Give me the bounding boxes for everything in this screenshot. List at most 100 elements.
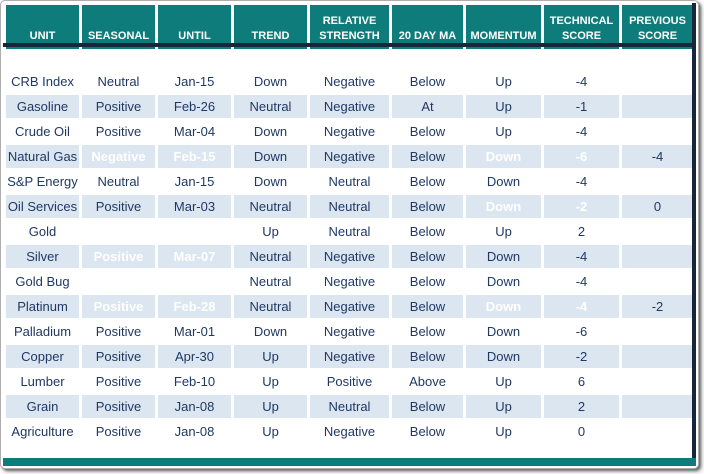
cell-ma-20day: Below xyxy=(392,420,463,443)
column-header-20-day-ma: 20 DAY MA xyxy=(392,5,463,49)
cell-previous-score xyxy=(622,70,693,93)
table-row: Copper Positive Apr-30 Up Negative Below Dow… xyxy=(6,345,693,368)
cell-trend: Neutral xyxy=(234,245,307,268)
cell-momentum: Up xyxy=(466,120,541,143)
cell-previous-score xyxy=(622,320,693,343)
cell-until: Feb-10 xyxy=(158,370,231,393)
cell-until: Feb-26 xyxy=(158,95,231,118)
cell-momentum: Up xyxy=(466,370,541,393)
cell-relative-strength: Negative xyxy=(310,420,389,443)
cell-trend: Up xyxy=(234,345,307,368)
cell-unit: Copper xyxy=(6,345,79,368)
cell-ma-20day: Below xyxy=(392,395,463,418)
cell-seasonal: Positive xyxy=(82,195,155,218)
cell-momentum: Down xyxy=(466,320,541,343)
cell-ma-20day: Below xyxy=(392,295,463,318)
table-row: Grain Positive Jan-08 Up Neutral Below Up 2 xyxy=(6,395,693,418)
table-row: Gold Bug Positive Feb-27 Neutral Negative Be… xyxy=(6,270,693,293)
column-header-until: UNTIL xyxy=(158,5,231,49)
table-row: Silver Positive Mar-07 Neutral Negative Belo… xyxy=(6,245,693,268)
cell-unit: Lumber xyxy=(6,370,79,393)
cell-seasonal: Positive xyxy=(82,345,155,368)
cell-unit: Grain xyxy=(6,395,79,418)
cell-previous-score xyxy=(622,345,693,368)
cell-seasonal: Positive xyxy=(82,395,155,418)
cell-technical-score: -6 xyxy=(544,320,619,343)
cell-seasonal: Positive xyxy=(82,320,155,343)
cell-previous-score xyxy=(622,220,693,243)
cell-ma-20day: At xyxy=(392,95,463,118)
cell-relative-strength: Negative xyxy=(310,295,389,318)
cell-until: Jan-08 xyxy=(158,395,231,418)
cell-relative-strength: Neutral xyxy=(310,395,389,418)
table-row: Oil Services Positive Mar-03 Neutral Neutra… xyxy=(6,195,693,218)
cell-previous-score: -2 xyxy=(622,295,693,318)
cell-unit: Crude Oil xyxy=(6,120,79,143)
cell-technical-score: 2 xyxy=(544,220,619,243)
cell-trend: Down xyxy=(234,170,307,193)
cell-unit: Silver xyxy=(6,245,79,268)
cell-technical-score: 0 xyxy=(544,420,619,443)
table-row: Lumber Positive Feb-10 Up Positive Above Up 6 xyxy=(6,370,693,393)
cell-unit: Agriculture xyxy=(6,420,79,443)
cell-momentum: Down xyxy=(466,195,541,218)
cell-momentum: Down xyxy=(466,345,541,368)
column-header-technical-score: TECHNICAL SCORE xyxy=(544,5,619,49)
cell-momentum: Up xyxy=(466,420,541,443)
cell-relative-strength: Negative xyxy=(310,245,389,268)
cell-seasonal: Positive xyxy=(82,245,155,268)
cell-trend: Down xyxy=(234,320,307,343)
cell-until: Mar-07 xyxy=(158,245,231,268)
cell-unit: Gold Bug xyxy=(6,270,79,293)
column-header-relative-strength: RELATIVE STRENGTH xyxy=(310,5,389,49)
cell-technical-score: 2 xyxy=(544,395,619,418)
cell-seasonal: Negative xyxy=(82,145,155,168)
cell-momentum: Up xyxy=(466,220,541,243)
cell-technical-score: -2 xyxy=(544,195,619,218)
cell-technical-score: -2 xyxy=(544,345,619,368)
cell-relative-strength: Negative xyxy=(310,120,389,143)
cell-momentum: Down xyxy=(466,270,541,293)
cell-trend: Up xyxy=(234,420,307,443)
cell-unit: Gasoline xyxy=(6,95,79,118)
spacer-row xyxy=(6,51,693,68)
table-row: Agriculture Positive Jan-08 Up Negative Belo… xyxy=(6,420,693,443)
cell-until: Feb-28 xyxy=(158,295,231,318)
column-header-seasonal: SEASONAL xyxy=(82,5,155,49)
table-row: CRB Index Neutral Jan-15 Down Negative Below… xyxy=(6,70,693,93)
cell-ma-20day: Above xyxy=(392,370,463,393)
footer-bar xyxy=(3,458,696,466)
table-row: Gasoline Positive Feb-26 Neutral Negative At… xyxy=(6,95,693,118)
table-row: Crude Oil Positive Mar-04 Down Negative Belo… xyxy=(6,120,693,143)
cell-momentum: Down xyxy=(466,245,541,268)
cell-ma-20day: Below xyxy=(392,120,463,143)
table-row: Palladium Positive Mar-01 Down Negative Belo… xyxy=(6,320,693,343)
cell-trend: Neutral xyxy=(234,270,307,293)
cell-momentum: Up xyxy=(466,95,541,118)
cell-relative-strength: Negative xyxy=(310,345,389,368)
cell-unit: Natural Gas xyxy=(6,145,79,168)
right-border xyxy=(692,3,696,458)
cell-trend: Up xyxy=(234,395,307,418)
cell-previous-score xyxy=(622,95,693,118)
cell-ma-20day: Below xyxy=(392,70,463,93)
cell-seasonal: Positive xyxy=(82,270,155,293)
cell-previous-score: -4 xyxy=(622,145,693,168)
cell-momentum: Down xyxy=(466,170,541,193)
cell-technical-score: -4 xyxy=(544,170,619,193)
cell-until: Apr-30 xyxy=(158,345,231,368)
cell-relative-strength: Neutral xyxy=(310,170,389,193)
column-header-trend: TREND xyxy=(234,5,307,49)
cell-ma-20day: Below xyxy=(392,245,463,268)
cell-ma-20day: Below xyxy=(392,145,463,168)
column-header-unit: UNIT xyxy=(6,5,79,49)
header-row: UNIT SEASONAL UNTIL TREND RELATIVE STREN… xyxy=(6,5,693,49)
cell-previous-score xyxy=(622,270,693,293)
cell-seasonal: Positive xyxy=(82,370,155,393)
cell-previous-score: 0 xyxy=(622,195,693,218)
cell-technical-score: -4 xyxy=(544,245,619,268)
cell-unit: Platinum xyxy=(6,295,79,318)
table-row: S&P Energy Neutral Jan-15 Down Neutral Below… xyxy=(6,170,693,193)
cell-trend: Down xyxy=(234,70,307,93)
cell-until: Feb-27 xyxy=(158,220,231,243)
